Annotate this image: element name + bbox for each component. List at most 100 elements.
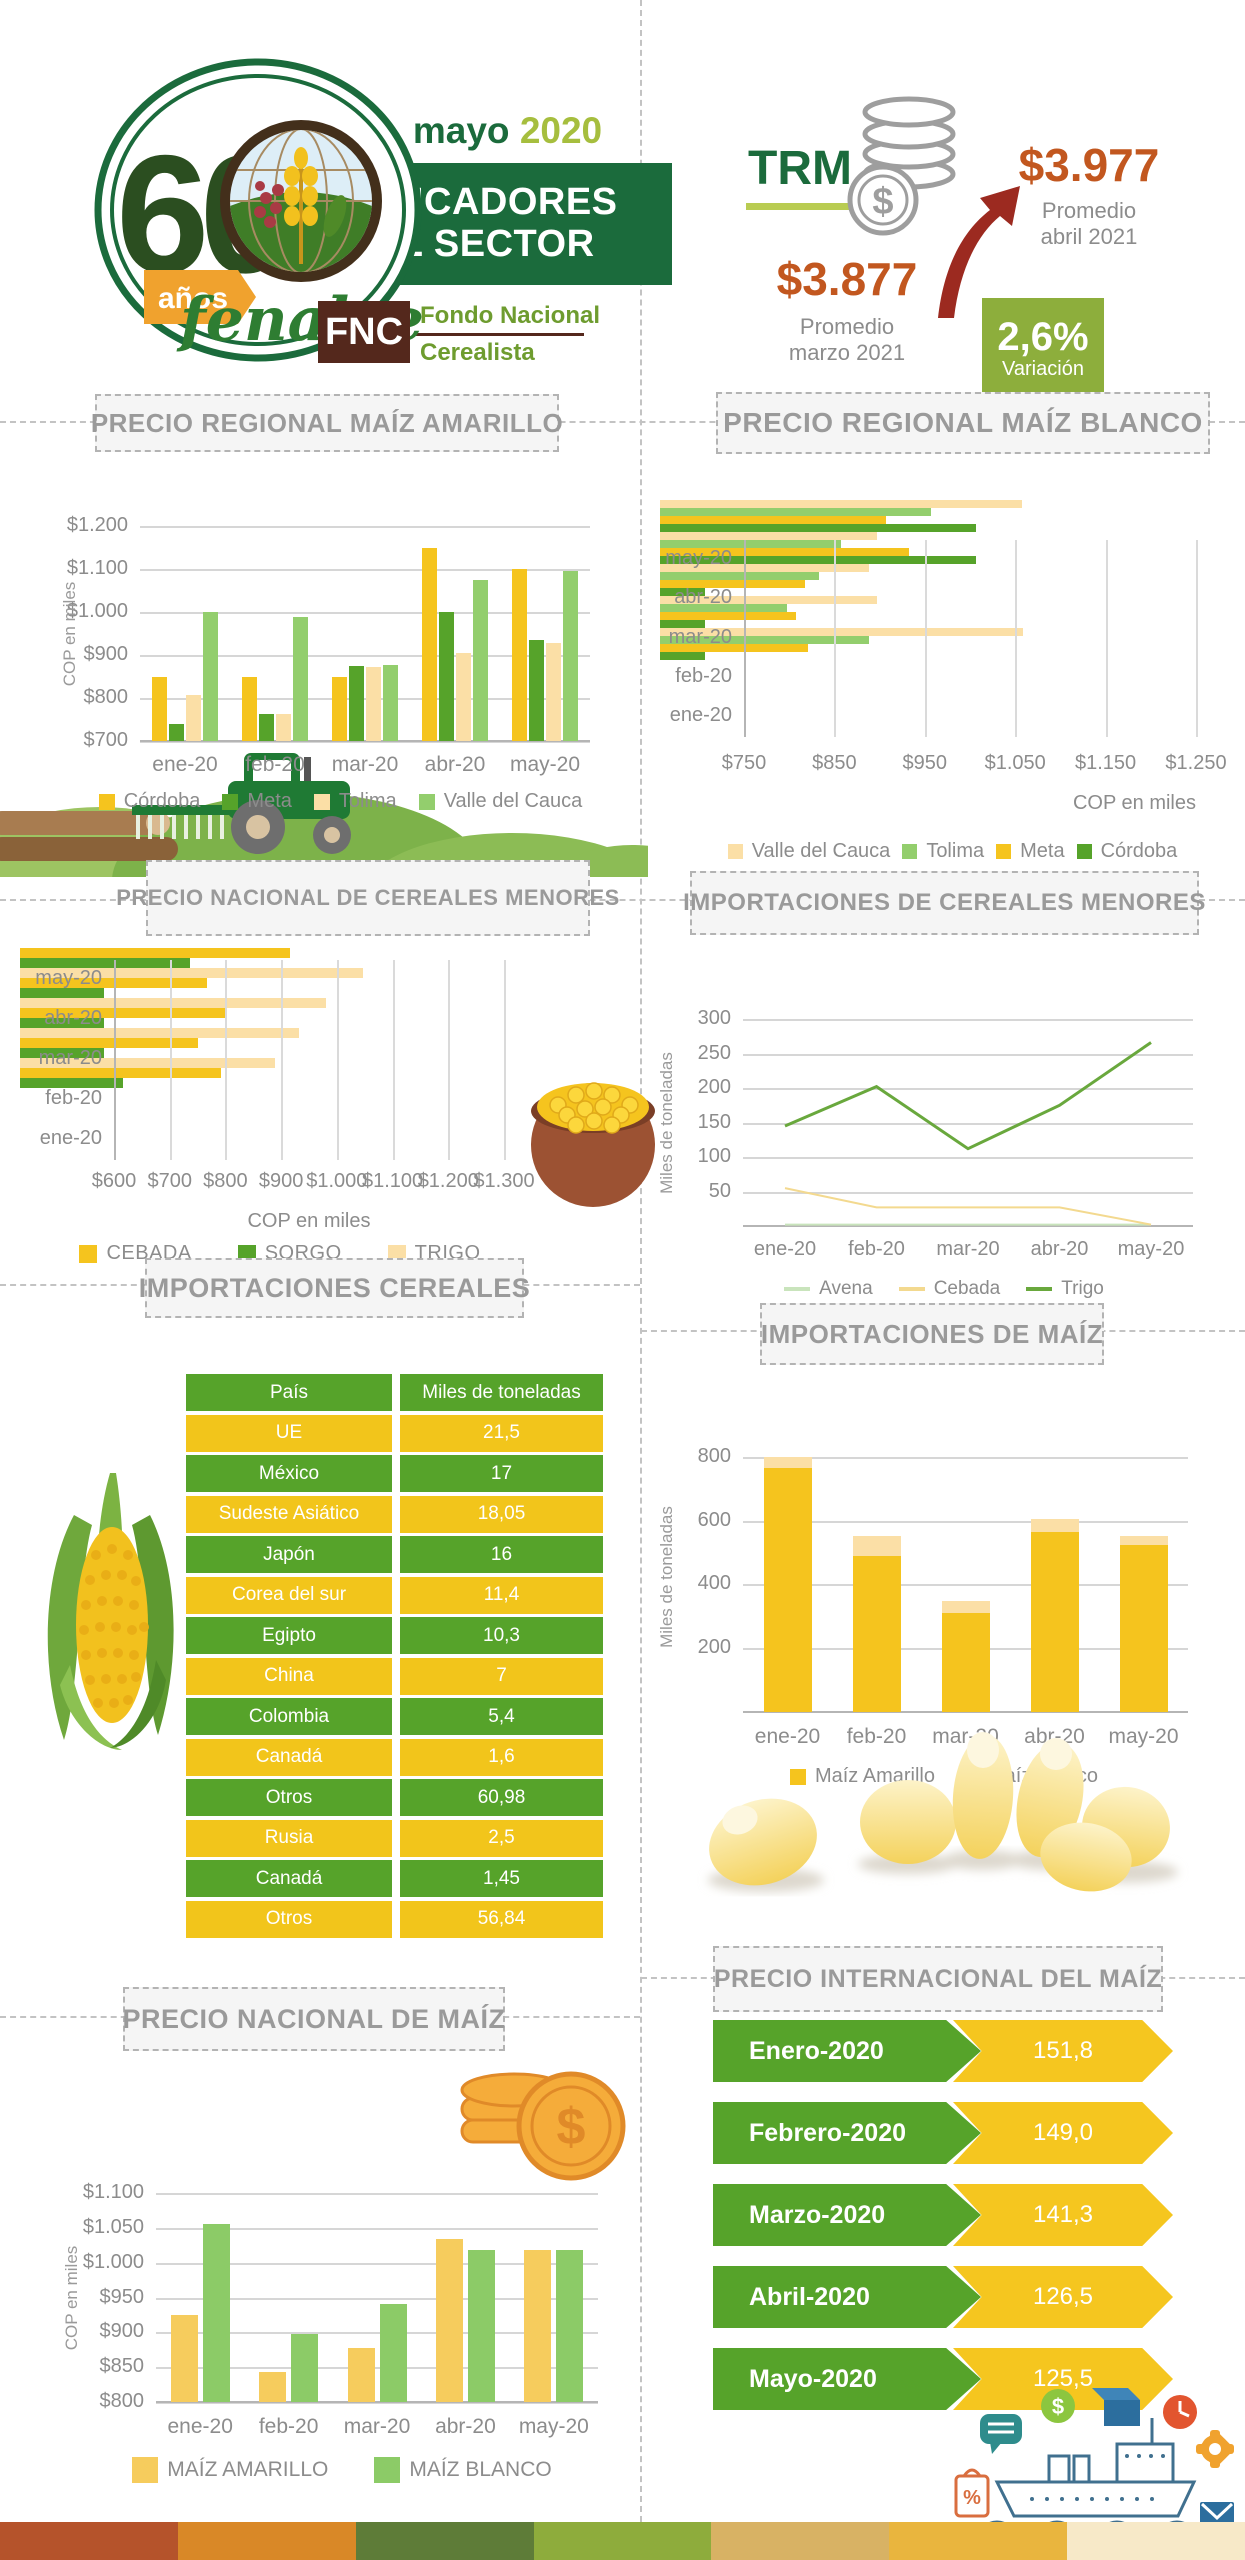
x-tick-label: $1.200 <box>417 1170 479 1192</box>
bar-córdoba <box>660 556 977 564</box>
y-tick-label: $900 <box>99 2320 145 2343</box>
table-row: Rusia 2,5 <box>186 1819 603 1857</box>
table-row: Otros 56,84 <box>186 1900 603 1938</box>
y-tick-label: $1.050 <box>82 2215 144 2238</box>
bar-córdoba <box>660 524 977 532</box>
bar-córdoba <box>152 676 167 741</box>
category-label: ene-20 <box>669 704 732 727</box>
bar-segment-maíz-amarillo <box>1119 1544 1168 1712</box>
trm-underline <box>746 203 858 210</box>
table-row: Otros 60,98 <box>186 1779 603 1816</box>
footer-stripes <box>0 2522 1245 2560</box>
dollar-balloon-icon: $ <box>1041 2389 1075 2423</box>
table-cell-country: Rusia <box>186 1819 392 1857</box>
footer-stripe <box>177 2522 356 2560</box>
section-title-maiz-blanco: PRECIO REGIONAL MAÍZ BLANCO <box>716 392 1210 454</box>
gridline <box>448 960 451 1160</box>
legend-swatch <box>898 1287 925 1291</box>
fnc-line1: Fondo Nacional <box>420 302 600 329</box>
arrow-value-febrero-2020: 149,0 <box>953 2102 1173 2164</box>
bar-tolima <box>456 652 471 741</box>
bar-meta <box>660 516 886 524</box>
legend-swatch <box>727 844 743 859</box>
bar-sorgo <box>20 1048 104 1058</box>
bar-maíz-amarillo <box>347 2348 375 2402</box>
table-importaciones-cereales: País Miles de toneladas UE 21,5 México 17 Sude… <box>186 1374 603 1938</box>
table-cell-value: 18,05 <box>400 1495 603 1533</box>
chart-legend: MAÍZ AMARILLO MAÍZ BLANCO <box>58 2457 626 2483</box>
trm-prev-value: $3.877 <box>776 253 918 305</box>
bar-segment-maíz-amarillo <box>941 1613 990 1712</box>
table-row: Corea del sur 11,4 <box>186 1576 603 1614</box>
bar-meta <box>439 612 454 741</box>
footer-stripe <box>889 2522 1068 2560</box>
bar-tolima <box>546 643 561 741</box>
table-cell-value: 1,45 <box>400 1860 603 1897</box>
bar-group <box>333 2193 421 2402</box>
variation-badge: 2,6% Variación <box>982 298 1104 398</box>
bar-meta <box>660 644 809 652</box>
fnc-box: FNC <box>318 301 410 363</box>
bar-sorgo <box>20 1078 123 1088</box>
x-axis-line <box>140 740 590 742</box>
arrow-label-mayo-2020: Mayo-2020 <box>713 2348 981 2410</box>
bar-segment-maíz-blanco <box>763 1456 812 1469</box>
bar-group <box>1099 1441 1188 1712</box>
arrow-value-enero-2020: 151,8 <box>953 2020 1173 2082</box>
x-tick-label: $1.250 <box>1165 752 1227 774</box>
gridline <box>924 540 927 737</box>
y-tick-label: 800 <box>697 1444 731 1467</box>
x-tick-label: feb-20 <box>245 753 305 776</box>
legend-swatch <box>1076 844 1092 859</box>
legend-item: Meta <box>222 790 292 813</box>
bar-maíz-blanco <box>556 2250 584 2402</box>
gridline <box>140 526 590 528</box>
trm-curr-value: $3.977 <box>1018 139 1160 191</box>
y-tick-label: $1.200 <box>66 514 128 536</box>
bar-group <box>410 526 500 741</box>
bag-percent-icon: % <box>954 2468 990 2518</box>
plot-area <box>140 526 590 741</box>
legend-label: Tolima <box>338 790 397 812</box>
legend-swatch <box>132 2457 159 2483</box>
legend-label: Valle del Cauca <box>443 790 583 812</box>
bar-tolima <box>660 636 869 644</box>
footer-stripe <box>1067 2522 1245 2560</box>
tractor-icon <box>132 753 351 854</box>
legend-item: Valle del Cauca <box>727 840 890 863</box>
category-label: ene-20 <box>39 1127 102 1149</box>
gridline <box>156 2227 598 2230</box>
bar-meta <box>660 548 909 556</box>
bar-meta <box>259 713 274 741</box>
y-tick-label: $1.000 <box>82 2250 144 2273</box>
coins-stack-icon: $ <box>847 96 956 236</box>
y-axis-title: Miles de toneladas <box>657 1051 676 1194</box>
category-label: abr-20 <box>44 1007 102 1029</box>
sorghum-icon <box>254 181 284 228</box>
bar-group <box>421 2193 509 2402</box>
y-tick-label: 150 <box>697 1110 731 1133</box>
legend-swatch <box>996 844 1012 859</box>
bar-segment-maíz-amarillo <box>852 1555 901 1712</box>
table-cell-country: Egipto <box>186 1617 392 1654</box>
x-tick-label: $1.150 <box>1075 752 1137 774</box>
legend-swatch <box>789 1768 806 1785</box>
table-row: Japón 16 <box>186 1536 603 1573</box>
bar-group <box>832 1441 921 1712</box>
table-cell-value: 5,4 <box>400 1698 603 1735</box>
bar-córdoba <box>512 569 527 741</box>
bar-sorgo <box>20 988 104 998</box>
category-label: feb-20 <box>45 1087 102 1109</box>
gridline <box>169 960 172 1160</box>
trm-current: $3.977 Promedio abril 2021 <box>1005 138 1173 250</box>
bar-segment-maíz-amarillo <box>763 1468 812 1712</box>
bar-cebada <box>20 1068 221 1078</box>
trm-prev-caption2: marzo 2021 <box>788 340 906 365</box>
x-tick-label: $850 <box>812 752 857 774</box>
corn-cob-image <box>47 1473 174 1750</box>
bar-group <box>743 1441 832 1712</box>
bar-meta <box>529 639 544 741</box>
table-header-cell: País <box>186 1374 392 1411</box>
stacked-bar <box>763 1456 812 1712</box>
y-tick-label: $800 <box>99 2390 145 2412</box>
